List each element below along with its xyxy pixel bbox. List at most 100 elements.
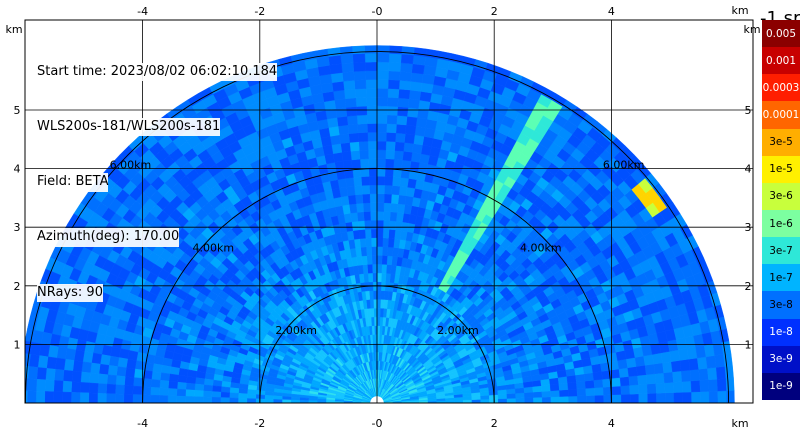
field-cell: [341, 150, 352, 162]
field-cell: [328, 54, 342, 66]
field-cell: [359, 149, 369, 160]
field-cell: [290, 399, 300, 403]
field-cell: [376, 70, 389, 80]
y-tick-label-left: 1: [14, 338, 21, 351]
field-cell: [721, 340, 732, 355]
field-cell: [541, 384, 551, 392]
field-cell: [655, 382, 666, 394]
field-cell: [524, 397, 534, 403]
field-cell: [402, 150, 413, 162]
field-cell: [471, 399, 481, 403]
field-cell: [367, 272, 374, 283]
field-cell: [114, 393, 125, 403]
field-cell: [169, 366, 180, 376]
field-cell: [27, 366, 39, 380]
field-cell: [387, 88, 400, 99]
field-cell: [376, 123, 388, 133]
field-cell: [585, 395, 596, 403]
field-cell: [376, 299, 381, 309]
field-cell: [691, 391, 701, 403]
field-cell: [387, 79, 400, 90]
field-cell: [376, 263, 383, 274]
field-cell: [367, 263, 373, 274]
field-cell: [387, 246, 394, 257]
field-cell: [203, 378, 214, 386]
colorbar-label: 3e-6: [769, 190, 793, 203]
field-cell: [612, 394, 622, 403]
field-cell: [370, 228, 378, 239]
field-cell: [158, 395, 169, 403]
colorbar-cell: 1e-6: [762, 210, 800, 238]
field-cell: [117, 357, 128, 369]
field-cell: [373, 307, 378, 318]
field-cell: [151, 371, 162, 381]
field-cell: [576, 388, 587, 397]
field-cell: [383, 211, 391, 221]
field-cell: [515, 397, 525, 403]
field-cell: [680, 369, 692, 382]
field-cell: [185, 389, 195, 397]
field-cell: [647, 392, 657, 403]
field-cell: [395, 123, 407, 135]
field-cell: [329, 63, 343, 75]
field-cell: [403, 142, 414, 153]
field-cell: [367, 132, 378, 142]
x-tick-label-bottom: 4: [608, 417, 615, 430]
field-cell: [369, 184, 378, 195]
field-cell: [664, 382, 675, 394]
field-cell: [388, 70, 401, 81]
field-cell: [345, 106, 358, 117]
field-cell: [352, 53, 366, 64]
field-cell: [343, 88, 356, 100]
field-cell: [150, 379, 161, 389]
field-cell: [376, 211, 384, 221]
field-cell: [281, 399, 292, 403]
field-cell: [246, 393, 257, 400]
field-cell: [412, 54, 426, 66]
field-cell: [81, 361, 92, 374]
field-cell: [724, 365, 734, 379]
field-cell: [549, 383, 560, 392]
field-cell: [698, 368, 709, 381]
field-cell: [70, 392, 81, 403]
field-cell: [376, 202, 385, 212]
field-cell: [388, 61, 402, 72]
colorbar-cell: 3e-6: [762, 182, 800, 210]
field-cell: [636, 365, 647, 376]
field-cell: [673, 392, 684, 403]
field-cell: [36, 367, 47, 381]
field-cell: [353, 185, 363, 196]
y-unit-left: km: [5, 23, 22, 36]
range-ring-label: 6.00km: [110, 158, 152, 171]
field-cell: [382, 237, 389, 248]
field-cell: [132, 377, 143, 387]
field-cell: [594, 394, 605, 403]
field-cell: [619, 376, 630, 387]
field-cell: [382, 228, 390, 239]
field-cell: [351, 45, 366, 55]
field-cell: [390, 194, 400, 204]
field-cell: [365, 88, 378, 98]
field-cell: [126, 358, 137, 370]
field-cell: [132, 385, 143, 396]
field-cell: [371, 246, 378, 256]
field-cell: [123, 393, 134, 403]
field-cell: [653, 362, 664, 375]
field-cell: [354, 194, 364, 204]
field-cell: [620, 385, 631, 395]
field-cell: [238, 388, 248, 395]
field-cell: [98, 363, 110, 375]
colorbar-cell: 1e-9: [762, 372, 800, 400]
field-cell: [45, 368, 56, 381]
field-cell: [359, 237, 367, 248]
field-cell: [185, 396, 195, 403]
field-cell: [705, 355, 717, 369]
field-cell: [376, 246, 383, 256]
field-cell: [365, 246, 373, 256]
field-cell: [53, 391, 63, 403]
field-cell: [533, 396, 543, 403]
field-cell: [404, 195, 414, 206]
field-cell: [356, 114, 368, 125]
field-cell: [159, 379, 170, 389]
field-cell: [400, 53, 414, 65]
